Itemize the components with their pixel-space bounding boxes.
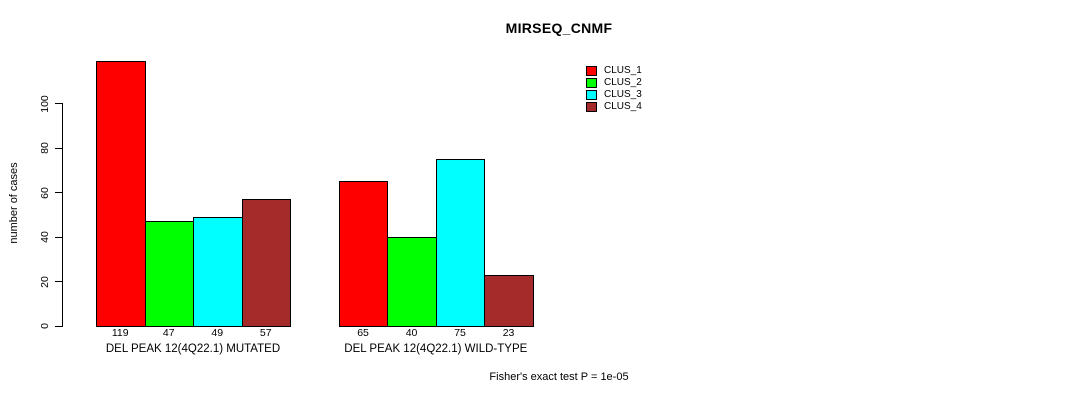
bar-value-label: 49 xyxy=(211,327,224,339)
y-tick xyxy=(55,281,62,283)
y-axis-label: number of cases xyxy=(8,162,20,244)
bar-clus_1-group1 xyxy=(96,60,146,327)
category-label: DEL PEAK 12(4Q22.1) MUTATED xyxy=(105,342,281,355)
bar-clus_4-group2 xyxy=(484,274,534,327)
bar-value-label: 75 xyxy=(454,327,466,339)
y-tick-label: 100 xyxy=(39,94,51,113)
legend-swatch-clus_4 xyxy=(586,102,597,112)
bar-clus_1-group2 xyxy=(338,181,389,327)
y-tick xyxy=(55,103,62,105)
legend-swatch-clus_3 xyxy=(586,90,597,100)
chart-title: MIRSEQ_CNMF xyxy=(505,20,613,36)
category-label: DEL PEAK 12(4Q22.1) WILD-TYPE xyxy=(344,342,528,355)
y-tick-label: 60 xyxy=(39,186,51,199)
stat-annotation: Fisher's exact test P = 1e-05 xyxy=(489,371,629,383)
y-axis-line xyxy=(62,103,63,327)
legend-label-clus_1: CLUS_1 xyxy=(604,64,642,76)
legend-label-clus_4: CLUS_4 xyxy=(604,100,642,112)
bar-clus_2-group1 xyxy=(144,221,194,327)
y-tick-label: 80 xyxy=(39,142,51,155)
y-tick xyxy=(55,325,62,327)
bar-value-label: 23 xyxy=(502,327,515,339)
bar-clus_3-group2 xyxy=(435,158,486,327)
legend-swatch-clus_1 xyxy=(586,66,597,76)
bar-value-label: 47 xyxy=(162,327,175,339)
bar-value-label: 40 xyxy=(405,327,418,339)
y-tick-label: 40 xyxy=(39,231,51,244)
y-tick xyxy=(55,236,62,238)
bar-clus_2-group2 xyxy=(387,236,437,327)
bar-value-label: 119 xyxy=(111,327,129,339)
y-tick-label: 20 xyxy=(39,275,51,288)
legend-swatch-clus_2 xyxy=(586,78,597,88)
bar-value-label: 57 xyxy=(259,327,272,339)
bar-clus_3-group1 xyxy=(193,216,243,327)
y-tick-label: 0 xyxy=(39,323,51,330)
y-tick xyxy=(55,192,62,194)
bar-value-label: 65 xyxy=(357,327,369,339)
bar-clus_4-group1 xyxy=(241,198,291,327)
legend-label-clus_3: CLUS_3 xyxy=(604,88,642,100)
y-tick xyxy=(55,147,62,149)
legend-label-clus_2: CLUS_2 xyxy=(604,76,642,88)
